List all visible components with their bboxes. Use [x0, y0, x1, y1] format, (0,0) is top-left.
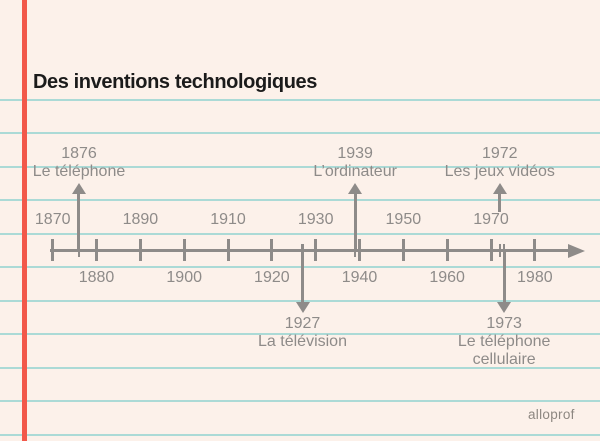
up-arrow-stem	[498, 192, 502, 212]
event-year-label: 1939	[337, 145, 373, 162]
down-arrow-stem	[502, 252, 506, 303]
event-tick	[77, 244, 81, 257]
up-arrow-icon	[71, 183, 86, 194]
event-name-label: La télévision	[258, 333, 347, 350]
decade-label-above: 1890	[122, 211, 159, 228]
decade-tick	[138, 239, 142, 261]
decade-label-above: 1950	[385, 211, 422, 228]
event-tick	[498, 244, 502, 257]
decade-label-below: 1960	[429, 269, 465, 286]
event-tick	[353, 244, 357, 257]
event-name-label: Les jeux vidéos	[444, 163, 555, 180]
event-year-label: 1927	[284, 315, 321, 332]
down-arrow-icon	[295, 302, 310, 313]
decade-tick	[401, 239, 405, 261]
decade-label-below: 1920	[254, 269, 290, 286]
ruled-line	[0, 400, 600, 403]
decade-tick	[51, 239, 55, 261]
down-arrow-icon	[497, 302, 512, 313]
decade-tick	[226, 239, 230, 261]
decade-label-above: 1970	[473, 211, 509, 228]
decade-label-above: 1870	[34, 211, 71, 228]
decade-label-above: 1930	[297, 211, 334, 228]
ruled-line	[0, 433, 600, 436]
up-arrow-stem	[353, 192, 357, 250]
up-arrow-stem	[77, 192, 81, 250]
decade-tick	[533, 239, 537, 261]
decade-tick	[358, 239, 361, 261]
timeline-axis	[50, 249, 570, 252]
ruled-line	[0, 199, 600, 202]
ruled-line	[0, 132, 600, 135]
decade-tick	[95, 239, 99, 261]
ruled-line	[0, 299, 600, 302]
timeline-arrowhead-icon	[568, 243, 585, 258]
decade-tick	[314, 239, 318, 261]
decade-label-below: 1980	[517, 269, 553, 286]
ruled-line	[0, 366, 600, 369]
decade-label-above: 1910	[210, 211, 246, 228]
ruled-line	[0, 232, 600, 235]
event-tick	[502, 244, 506, 257]
event-year-label: 1973	[486, 315, 522, 332]
event-year-label: 1972	[481, 145, 518, 162]
event-year-label: 1876	[61, 145, 97, 162]
ruled-line	[0, 333, 600, 336]
ruled-line	[0, 165, 600, 168]
decade-label-below: 1900	[166, 269, 202, 286]
event-name-label: Le téléphone	[32, 163, 126, 180]
ruled-line	[0, 99, 600, 101]
notebook-margin-line	[22, 0, 27, 441]
down-arrow-stem	[301, 252, 305, 303]
page-title: Des inventions technologiques	[33, 71, 317, 93]
event-name-label: L’ordinateur	[313, 163, 397, 180]
event-name-label: Le téléphone cellulaire	[457, 333, 551, 368]
decade-tick	[489, 239, 493, 261]
decade-label-below: 1940	[341, 269, 378, 286]
up-arrow-icon	[348, 183, 363, 194]
up-arrow-icon	[492, 183, 507, 194]
alloprof-logo: alloprof	[528, 407, 575, 422]
decade-tick	[445, 239, 449, 261]
decade-label-below: 1880	[78, 269, 115, 286]
decade-tick	[182, 239, 186, 261]
decade-tick	[270, 239, 274, 261]
event-tick	[301, 244, 304, 257]
ruled-line	[0, 266, 600, 269]
